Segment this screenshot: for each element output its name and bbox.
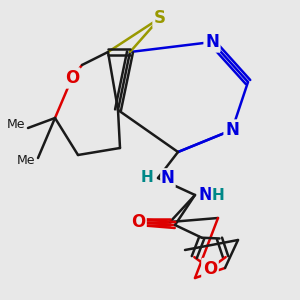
Text: Me: Me: [16, 154, 35, 167]
Text: N: N: [205, 33, 219, 51]
Text: O: O: [131, 213, 145, 231]
Text: O: O: [65, 69, 79, 87]
Text: H: H: [141, 170, 154, 185]
Text: N: N: [161, 169, 175, 187]
Text: H: H: [212, 188, 224, 202]
Text: S: S: [154, 9, 166, 27]
Text: O: O: [203, 260, 217, 278]
Text: N: N: [225, 121, 239, 139]
Text: N: N: [198, 186, 212, 204]
Text: Me: Me: [7, 118, 25, 131]
